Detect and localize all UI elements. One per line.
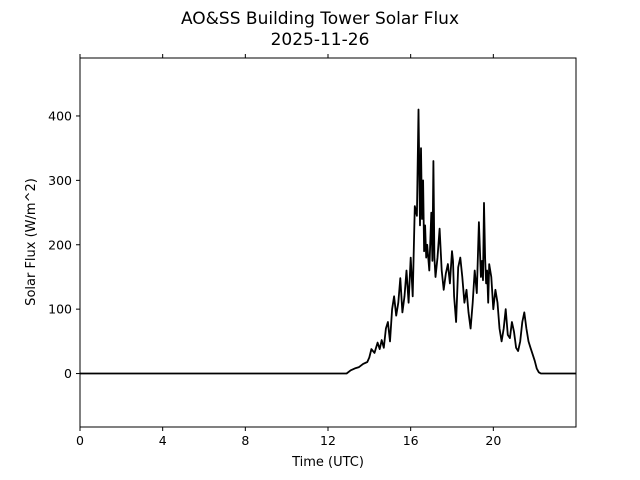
x-tick-label: 4	[159, 433, 167, 448]
x-tick-label: 12	[320, 433, 336, 448]
x-tick-label: 20	[485, 433, 501, 448]
plot-frame	[79, 57, 577, 428]
chart-title: AO&SS Building Tower Solar Flux	[181, 9, 459, 29]
x-tick-label: 0	[76, 433, 84, 448]
y-axis-label: Solar Flux (W/m^2)	[24, 178, 39, 306]
x-tick-label: 16	[403, 433, 419, 448]
y-tick-label: 400	[48, 108, 72, 123]
x-tick-label: 8	[241, 433, 249, 448]
chart-subtitle: 2025-11-26	[271, 30, 370, 50]
y-tick-label: 300	[48, 173, 72, 188]
y-tick-label: 0	[64, 366, 72, 381]
solar-flux-line	[80, 108, 576, 375]
plot-area	[80, 108, 576, 375]
x-axis-label: Time (UTC)	[291, 455, 364, 470]
y-tick-label: 200	[48, 237, 72, 252]
y-tick-label: 100	[48, 302, 72, 317]
